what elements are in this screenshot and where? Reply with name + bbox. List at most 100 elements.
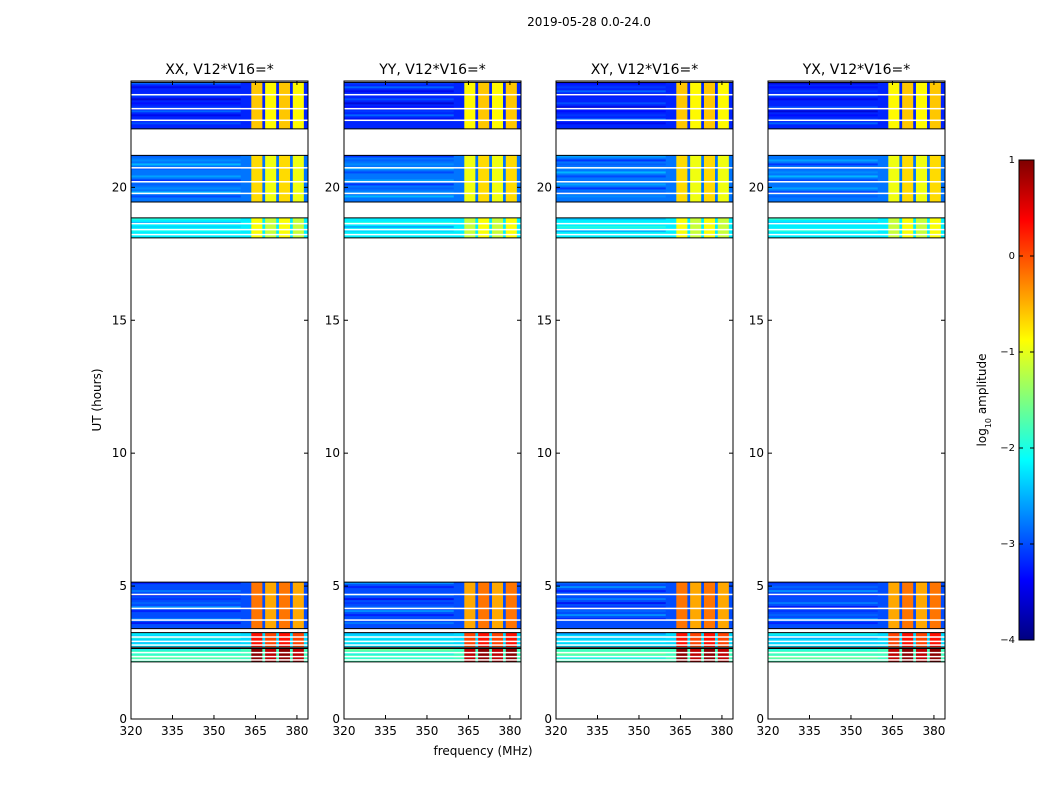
flag-line [131,222,308,225]
band-channel [464,582,476,629]
block-texture-row [131,598,241,601]
band-channel [717,82,729,129]
block-texture-row [131,225,241,228]
block-texture-row [344,82,454,85]
flag-line [131,192,308,195]
y-tick-label: 15 [537,313,552,327]
block-texture-row [131,610,241,613]
block-texture-row [768,122,878,125]
flag-line [768,192,945,195]
block-texture-row [556,632,666,635]
flag-line [556,222,733,225]
colorbar-label-sub: 10 [984,418,993,428]
x-tick-label: 320 [120,724,143,738]
block-texture-row [768,155,878,158]
block-texture-row [556,82,666,85]
block-texture-row [344,648,454,651]
block-texture-row [768,163,878,166]
band-channel [902,632,914,648]
y-tick-label: 0 [544,712,552,726]
band-channel [717,582,729,629]
block-texture-row [768,179,878,182]
band-channel [929,648,941,662]
band-channel [915,217,928,238]
flag-line [768,181,945,183]
block-texture-row [556,106,666,109]
flag-line [768,228,945,231]
band-channel [265,648,277,662]
band-channel [251,217,263,238]
data-block-6 [131,82,308,129]
band-channel [251,648,263,662]
data-block-6 [344,82,521,129]
flag-line [556,93,733,96]
block-texture-row [131,171,241,174]
x-tick-label: 350 [840,724,863,738]
colorbar-tick-label: −2 [1000,443,1015,454]
band-channel [505,217,517,238]
flag-line [768,659,945,661]
block-texture-row [556,225,666,228]
colorbar-label-rest: amplitude [975,354,989,418]
flag-line [768,93,945,96]
band-channel [690,217,702,238]
flag-line [131,651,308,654]
block-texture-row [556,171,666,174]
y-tick-label: 15 [112,313,127,327]
block-texture-row [556,98,666,101]
block-texture-row [768,195,878,198]
block-texture-row [768,90,878,93]
block-texture-row [768,648,878,651]
block-texture-row [556,652,666,655]
block-texture-row [768,183,878,186]
block-texture-row [556,195,666,198]
x-tick-label: 350 [203,724,226,738]
band-channel [717,217,729,238]
panel-3: XY, V12*V16=* 320 335 350 365 380 0 5 10 15 20 [537,62,734,738]
block-texture-row [556,179,666,182]
band-channel [265,82,277,129]
flag-line [344,655,521,658]
band-channel [915,82,928,129]
flag-line [344,93,521,96]
block-texture-row [768,175,878,178]
block-texture-row [556,618,666,621]
colorbar-gradient [1018,159,1035,641]
flag-line [131,607,308,610]
block-texture-row [131,106,241,109]
x-tick-label: 350 [416,724,439,738]
flag-line [344,181,521,183]
band-channel [251,582,263,629]
y-tick-label: 15 [325,313,340,327]
block-texture-row [556,118,666,121]
block-texture-row [768,622,878,625]
block-texture-row [768,652,878,655]
block-texture-row [556,163,666,166]
colorbar-tick-label: −4 [1000,635,1015,646]
band-channel [278,217,291,238]
x-tick-label: 320 [333,724,356,738]
flag-line [768,636,945,638]
block-texture-row [768,118,878,121]
band-channel [929,582,941,629]
flag-line [768,222,945,225]
block-texture-row [131,86,241,89]
band-channel [690,155,702,202]
flag-line [768,651,945,654]
flag-line [344,636,521,638]
block-texture-row [556,90,666,93]
band-channel [915,648,928,662]
band-channel [703,632,716,648]
flag-line [344,222,521,225]
flag-line [556,659,733,661]
band-channel [915,632,928,648]
block-texture-row [344,652,454,655]
panel-1: XX, V12*V16=* 320 335 350 365 380 0 5 10 15 20 [112,62,309,738]
block-texture-row [344,598,454,601]
flag-line [556,636,733,638]
y-tick-label: 20 [112,180,127,194]
flag-line [768,593,945,596]
band-channel [717,648,729,662]
flag-line [768,607,945,610]
y-tick-label: 0 [119,712,127,726]
